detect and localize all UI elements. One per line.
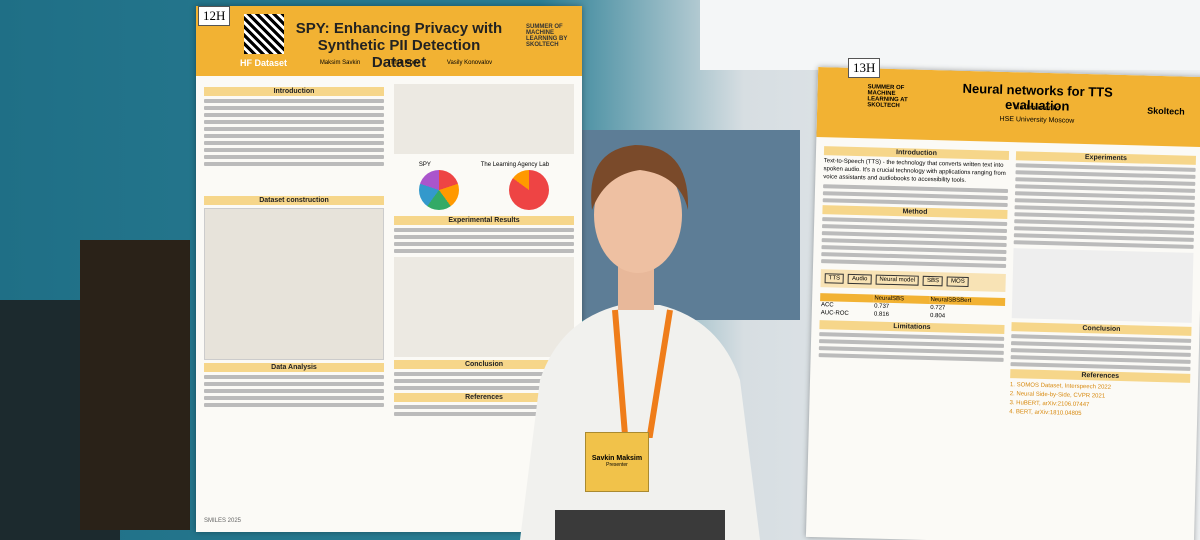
left-column: Introduction Text-to-Speech (TTS) - the … [818, 143, 1010, 365]
board-label: 12H [198, 6, 231, 26]
diagram: TTS Audio Neural model SBS MOS [820, 269, 1006, 293]
left-column: Introduction Dataset construction Data A… [204, 84, 384, 410]
school: SUMMER OF MACHINE LEARNING AT SKOLTECH [867, 84, 908, 110]
cell: 0.816 [873, 311, 890, 319]
diagram-node: TTS [824, 273, 845, 285]
footer: SMILES 2025 [204, 518, 242, 524]
section-title: Data Analysis [204, 363, 384, 372]
diagram-node: Audio [847, 274, 872, 285]
section-title: References [394, 393, 574, 402]
table [394, 84, 574, 154]
sponsor: Skoltech [1147, 105, 1185, 117]
diagram-node: MOS [946, 276, 969, 288]
cell: 0.804 [929, 313, 946, 320]
badge-role: Presenter [606, 462, 628, 468]
section-title: Experiments [1015, 151, 1197, 165]
qr-code [244, 14, 284, 54]
poster-header: HF Dataset SPY: Enhancing Privacy with S… [196, 6, 582, 76]
section-title: Conclusion [1011, 322, 1192, 336]
chart-caption: SPY [418, 162, 431, 168]
section-title: Conclusion [394, 360, 574, 369]
name-badge: Savkin Maksim Presenter [585, 432, 649, 492]
right-column: Experiments Conclusion References 1. SOM… [1009, 148, 1197, 422]
jeans [555, 510, 725, 540]
poster-header: SUMMER OF MACHINE LEARNING AT SKOLTECH N… [816, 67, 1200, 148]
diagram-node: SBS [922, 276, 944, 287]
section-title: Dataset construction [204, 196, 384, 205]
dataset-link[interactable]: HF Dataset [240, 58, 288, 68]
cell: AUC-ROC [820, 310, 849, 318]
architecture-figure [1011, 248, 1194, 323]
author: Maksim Savkin [319, 60, 361, 66]
intro-text: Text-to-Speech (TTS) - the technology th… [823, 158, 1006, 184]
author: Vasily Konovalov [446, 60, 493, 66]
results-table: NeuralSBS NeuralSBSBert ACC 0.737 0.727 AUC… [820, 293, 1006, 323]
results-table [394, 257, 574, 357]
hair [591, 145, 689, 210]
construction-steps [204, 208, 384, 360]
left-poster: HF Dataset SPY: Enhancing Privacy with S… [196, 6, 582, 532]
poster-title: SPY: Enhancing Privacy with Synthetic PI… [295, 20, 503, 71]
school: SUMMER OF MACHINE LEARNING BY SKOLTECH [526, 24, 568, 48]
ceiling [700, 0, 1200, 70]
affiliation: HSE University Moscow [999, 115, 1075, 125]
chart-caption: The Learning Agency Lab [480, 162, 550, 168]
pedestal [80, 240, 190, 530]
board-label: 13H [848, 58, 881, 78]
right-column: SPY The Learning Agency Lab Experimental… [394, 84, 574, 419]
person [520, 145, 760, 540]
pie-chart [419, 170, 459, 210]
section-title: Experimental Results [394, 216, 574, 225]
section-title: Introduction [204, 87, 384, 96]
diagram-node: Neural model [875, 274, 920, 287]
section-title: References [1010, 369, 1191, 383]
right-poster: SUMMER OF MACHINE LEARNING AT SKOLTECH N… [805, 67, 1200, 540]
author: Timur Ionov [387, 60, 420, 66]
shirt [520, 305, 760, 540]
face [594, 157, 682, 273]
badge-name: Savkin Maksim [591, 455, 643, 462]
references: 1. SOMOS Dataset, Interspeech 2022 2. Ne… [1009, 381, 1190, 422]
authors: Maksim Savkin Timur Ionov Vasily Konoval… [306, 60, 506, 66]
pie-chart [509, 170, 549, 210]
